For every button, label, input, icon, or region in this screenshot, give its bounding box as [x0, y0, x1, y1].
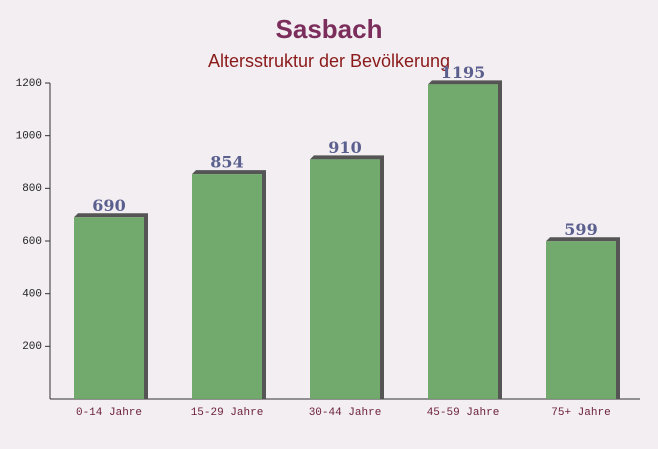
- value-label: 854: [210, 153, 243, 172]
- bar: [74, 217, 144, 399]
- bar: [428, 84, 498, 400]
- y-tick-label: 600: [22, 236, 42, 248]
- y-tick-label: 200: [22, 341, 42, 353]
- value-label: 690: [92, 196, 125, 215]
- y-tick-label: 400: [22, 289, 42, 301]
- x-tick-label: 75+ Jahre: [551, 407, 610, 419]
- bar: [192, 174, 262, 399]
- chart-subtitle: Altersstruktur der Bevölkerung: [208, 51, 450, 71]
- x-tick-label: 15-29 Jahre: [191, 407, 264, 419]
- value-label: 910: [328, 138, 361, 157]
- y-tick-label: 800: [22, 183, 42, 195]
- value-label: 1195: [441, 63, 486, 82]
- x-tick-label: 30-44 Jahre: [309, 407, 382, 419]
- x-tick-label: 0-14 Jahre: [76, 407, 142, 419]
- bar: [310, 159, 380, 399]
- bar: [546, 241, 616, 399]
- chart-title: Sasbach: [276, 14, 383, 44]
- y-tick-label: 1000: [16, 131, 42, 143]
- y-tick-label: 1200: [16, 78, 42, 90]
- x-tick-label: 45-59 Jahre: [427, 407, 500, 419]
- value-label: 599: [564, 220, 597, 239]
